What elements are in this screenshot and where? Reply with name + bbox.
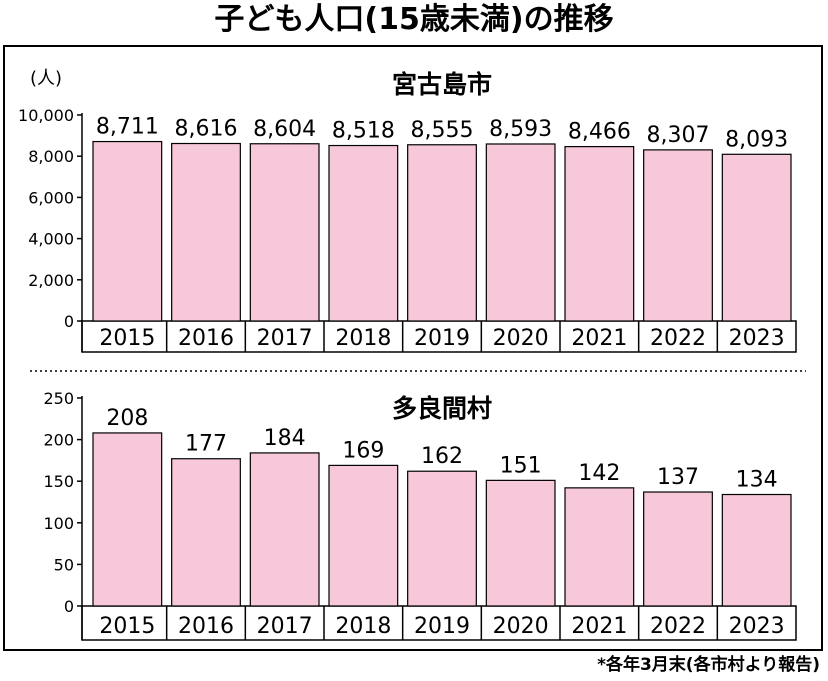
bar	[407, 470, 477, 607]
x-tick-label: 2015	[99, 326, 155, 351]
bar	[564, 487, 635, 607]
bar-value-label: 8,616	[175, 117, 238, 142]
x-tick-label: 2020	[493, 326, 549, 351]
y-tick-label: 250	[43, 389, 74, 408]
bar	[249, 452, 320, 607]
bar-value-label: 8,711	[96, 115, 159, 140]
bar	[92, 432, 163, 607]
bar-value-label: 8,093	[725, 127, 788, 152]
x-tick-label: 2021	[571, 614, 627, 639]
bar	[721, 493, 792, 607]
x-tick-label: 2018	[335, 614, 391, 639]
bar-value-label: 8,307	[647, 123, 710, 148]
bar	[249, 143, 320, 322]
unit-label: (人)	[30, 68, 62, 89]
bar	[92, 140, 163, 322]
bar-value-label: 8,593	[489, 117, 552, 142]
panel-title: 多良間村	[392, 394, 492, 423]
bar	[643, 491, 713, 607]
chart-panel-tarama: 多良間村 0 50 100 150 200 250 208 2015 177 2016 184 2017…	[43, 389, 797, 641]
y-tick-label: 0	[64, 312, 74, 331]
x-tick-label: 2018	[335, 326, 391, 351]
y-tick-label: 4,000	[28, 230, 74, 249]
x-tick-label: 2017	[257, 326, 313, 351]
y-tick-label: 2,000	[28, 271, 74, 290]
y-tick-label: 10,000	[18, 106, 74, 125]
bar-value-label: 137	[657, 465, 699, 490]
bar-value-label: 134	[736, 468, 778, 493]
y-tick-label: 100	[43, 514, 74, 533]
bar-value-label: 142	[578, 461, 620, 486]
bar-value-label: 208	[106, 406, 148, 431]
bar	[643, 149, 713, 322]
y-tick-label: 6,000	[28, 188, 74, 207]
bar	[485, 143, 556, 322]
bar-value-label: 8,518	[332, 119, 395, 144]
x-tick-label: 2015	[99, 614, 155, 639]
bar	[171, 142, 241, 322]
y-tick-label: 50	[54, 555, 74, 574]
x-tick-label: 2021	[571, 326, 627, 351]
bar	[407, 144, 477, 322]
x-tick-label: 2023	[729, 614, 785, 639]
x-tick-label: 2022	[650, 326, 706, 351]
bar-value-label: 162	[421, 444, 463, 469]
bar	[171, 458, 241, 607]
footnote: *各年3月末(各市村より報告)	[597, 655, 820, 675]
x-tick-label: 2020	[493, 614, 549, 639]
outer-border	[3, 45, 823, 651]
bar-value-label: 8,604	[253, 117, 316, 142]
y-tick-label: 8,000	[28, 147, 74, 166]
bar-value-label: 151	[500, 453, 542, 478]
bar-value-label: 8,466	[568, 120, 631, 145]
x-tick-label: 2016	[178, 614, 234, 639]
y-tick-label: 200	[43, 431, 74, 450]
panel-title: 宮古島市	[392, 70, 492, 99]
bar-value-label: 177	[185, 432, 227, 457]
x-tick-label: 2022	[650, 614, 706, 639]
x-tick-label: 2023	[729, 326, 785, 351]
bar	[721, 153, 792, 322]
bar-value-label: 184	[264, 426, 306, 451]
x-tick-label: 2019	[414, 614, 470, 639]
bar	[328, 464, 399, 607]
x-tick-label: 2016	[178, 326, 234, 351]
y-tick-label: 150	[43, 472, 74, 491]
figure-title: 子ども人口(15歳未満)の推移	[214, 2, 614, 37]
y-tick-label: 0	[64, 597, 74, 616]
chart-panel-miyakojima: 宮古島市 0 2,000 4,000 6,000 8,000 10,000 8,711 2015…	[18, 70, 797, 353]
bar-value-label: 8,555	[411, 118, 474, 143]
bar	[564, 146, 635, 322]
x-tick-label: 2019	[414, 326, 470, 351]
bar	[485, 479, 556, 607]
bar	[328, 144, 399, 322]
bar-value-label: 169	[342, 438, 384, 463]
x-tick-label: 2017	[257, 614, 313, 639]
